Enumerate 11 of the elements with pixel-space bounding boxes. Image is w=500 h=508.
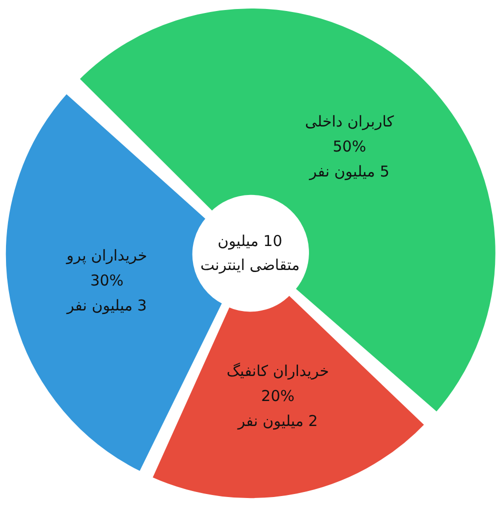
slice-label: خریداران کانفیگ [226,362,330,380]
slice-label: خریداران پرو [66,246,148,265]
text: 3 میلیون نفر [66,296,147,315]
data-label: 50% [332,137,366,156]
slice-label: کاربران داخلی [304,112,395,130]
text: 2 میلیون نفر [236,412,318,430]
data-label: 30% [90,272,124,290]
text: متقاضی اینترنت [200,256,300,274]
text: 10 میلیون [218,232,282,250]
data-label: 20% [261,387,294,406]
text: 5 میلیون نفر [308,162,390,180]
